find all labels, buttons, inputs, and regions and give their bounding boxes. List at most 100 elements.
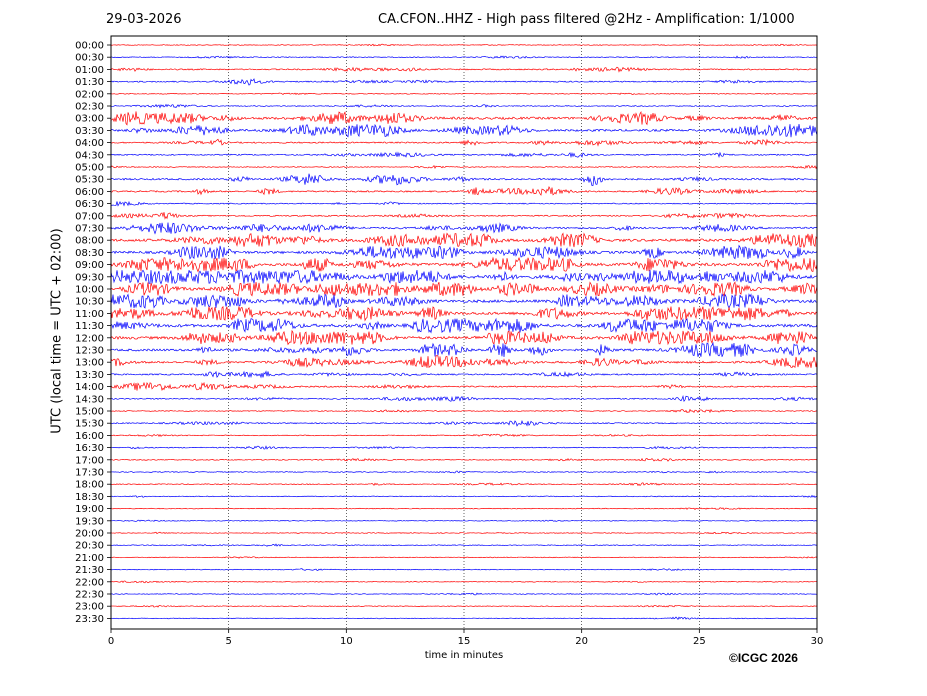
trace-0830 <box>110 244 818 260</box>
trace-2300 <box>110 605 818 608</box>
y-tick-label: 04:30 <box>75 150 104 161</box>
y-tick-label: 07:30 <box>75 224 104 235</box>
x-tick-label: 10 <box>340 636 353 647</box>
trace-1830 <box>110 494 818 498</box>
chart-date: 29-03-2026 <box>106 12 182 27</box>
y-tick-label: 19:30 <box>75 516 104 527</box>
x-tick-label: 20 <box>575 636 588 647</box>
trace-1800 <box>110 482 818 487</box>
trace-1730 <box>110 470 818 474</box>
y-tick-label: 12:00 <box>75 333 104 344</box>
y-tick-label: 17:00 <box>75 455 104 466</box>
y-tick-label: 05:00 <box>75 163 104 174</box>
trace-1430 <box>110 395 818 403</box>
x-tick-label: 30 <box>811 636 824 647</box>
trace-0730 <box>110 222 818 235</box>
y-tick-label: 16:30 <box>75 443 104 454</box>
trace-1200 <box>110 329 818 346</box>
y-tick-label: 07:00 <box>75 211 104 222</box>
trace-0530 <box>110 173 818 187</box>
trace-1900 <box>110 507 818 511</box>
x-tick-label: 15 <box>458 636 471 647</box>
y-tick-label: 22:30 <box>75 590 104 601</box>
trace-2000 <box>110 531 818 535</box>
trace-0900 <box>110 256 818 273</box>
trace-2230 <box>110 592 818 596</box>
y-tick-label: 19:00 <box>75 504 104 515</box>
y-tick-label: 20:30 <box>75 541 104 552</box>
x-axis-label: time in minutes <box>424 650 504 661</box>
y-tick-label: 18:00 <box>75 480 104 491</box>
trace-2100 <box>110 556 818 559</box>
chart-title: CA.CFON..HHZ - High pass filtered @2Hz -… <box>378 12 795 27</box>
trace-0100 <box>110 66 818 73</box>
trace-1600 <box>110 433 818 438</box>
trace-0300 <box>110 110 818 126</box>
y-tick-label: 10:00 <box>75 285 104 296</box>
x-tick-label: 5 <box>225 636 231 647</box>
y-tick-label: 09:00 <box>75 260 104 271</box>
y-tick-label: 21:30 <box>75 565 104 576</box>
trace-1530 <box>110 420 818 427</box>
y-tick-label: 06:30 <box>75 199 104 210</box>
y-tick-label: 02:00 <box>75 89 104 100</box>
y-tick-label: 03:00 <box>75 114 104 125</box>
y-tick-label: 13:30 <box>75 370 104 381</box>
y-tick-label: 05:30 <box>75 175 104 186</box>
y-tick-label: 11:00 <box>75 309 104 320</box>
y-tick-label: 20:00 <box>75 529 104 540</box>
trace-1100 <box>110 305 818 322</box>
trace-1700 <box>110 457 818 462</box>
trace-0500 <box>110 164 818 170</box>
trace-0930 <box>110 269 818 285</box>
trace-1000 <box>110 281 818 297</box>
y-tick-label: 08:00 <box>75 236 104 247</box>
y-tick-label: 17:30 <box>75 468 104 479</box>
x-tick-label: 0 <box>108 636 114 647</box>
y-tick-label: 23:00 <box>75 602 104 613</box>
trace-0700 <box>110 212 818 220</box>
trace-1630 <box>110 445 818 450</box>
trace-1230 <box>110 341 818 357</box>
y-tick-label: 13:00 <box>75 358 104 369</box>
y-tick-label: 15:00 <box>75 407 104 418</box>
y-tick-label: 03:30 <box>75 126 104 137</box>
y-tick-label: 15:30 <box>75 419 104 430</box>
y-tick-label: 14:30 <box>75 394 104 405</box>
trace-0630 <box>110 200 818 207</box>
y-tick-label: 21:00 <box>75 553 104 564</box>
trace-0000 <box>110 43 818 47</box>
trace-1930 <box>110 519 818 522</box>
trace-2030 <box>110 543 818 547</box>
y-tick-label: 16:00 <box>75 431 104 442</box>
trace-0330 <box>110 123 818 138</box>
y-tick-label: 23:30 <box>75 614 104 625</box>
trace-1030 <box>110 293 818 310</box>
y-tick-label: 01:00 <box>75 65 104 76</box>
x-tick-label: 25 <box>693 636 706 647</box>
y-tick-label: 10:30 <box>75 297 104 308</box>
y-tick-label: 14:00 <box>75 382 104 393</box>
trace-0600 <box>110 186 818 196</box>
trace-1130 <box>110 317 818 334</box>
trace-0030 <box>110 55 818 59</box>
trace-1500 <box>110 408 818 414</box>
trace-0800 <box>110 232 818 249</box>
trace-0130 <box>110 78 818 86</box>
y-tick-label: 04:00 <box>75 138 104 149</box>
y-tick-label: 11:30 <box>75 321 104 332</box>
trace-0400 <box>110 138 818 147</box>
y-tick-label: 08:30 <box>75 248 104 259</box>
trace-2200 <box>110 580 818 584</box>
trace-1330 <box>110 370 818 379</box>
y-tick-label: 02:30 <box>75 102 104 113</box>
y-tick-label: 12:30 <box>75 346 104 357</box>
trace-1400 <box>110 381 818 392</box>
trace-0430 <box>110 151 818 159</box>
trace-0200 <box>110 92 818 96</box>
trace-1300 <box>110 355 818 369</box>
y-tick-label: 22:00 <box>75 577 104 588</box>
y-tick-label: 00:00 <box>75 41 104 52</box>
y-tick-label: 09:30 <box>75 272 104 283</box>
trace-0230 <box>110 103 818 109</box>
